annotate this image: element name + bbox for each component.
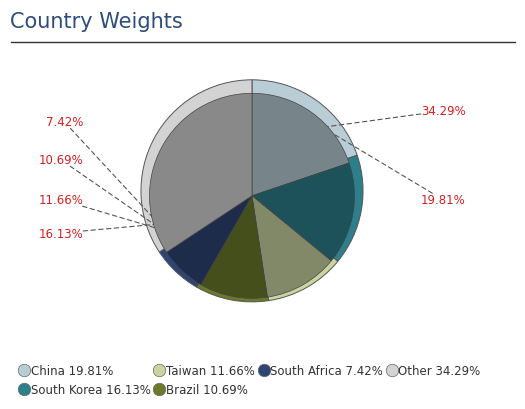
- Wedge shape: [150, 94, 252, 253]
- Wedge shape: [252, 191, 338, 301]
- Wedge shape: [252, 164, 354, 261]
- Wedge shape: [252, 156, 363, 262]
- Text: 7.42%: 7.42%: [46, 116, 190, 258]
- Wedge shape: [252, 196, 331, 297]
- Text: Country Weights: Country Weights: [10, 12, 183, 32]
- Text: 11.66%: 11.66%: [38, 194, 297, 270]
- Wedge shape: [166, 196, 252, 285]
- Text: 34.29%: 34.29%: [172, 105, 466, 148]
- Text: 10.69%: 10.69%: [38, 154, 235, 281]
- Text: 19.81%: 19.81%: [305, 117, 466, 207]
- Wedge shape: [252, 94, 349, 196]
- Wedge shape: [141, 81, 252, 252]
- Wedge shape: [197, 191, 269, 302]
- Text: 16.13%: 16.13%: [38, 208, 342, 240]
- Wedge shape: [201, 196, 267, 299]
- Wedge shape: [252, 81, 357, 191]
- Wedge shape: [160, 191, 252, 288]
- Legend: China 19.81%, South Korea 16.13%, Taiwan 11.66%, Brazil 10.69%, South Africa 7.4: China 19.81%, South Korea 16.13%, Taiwan…: [16, 360, 485, 401]
